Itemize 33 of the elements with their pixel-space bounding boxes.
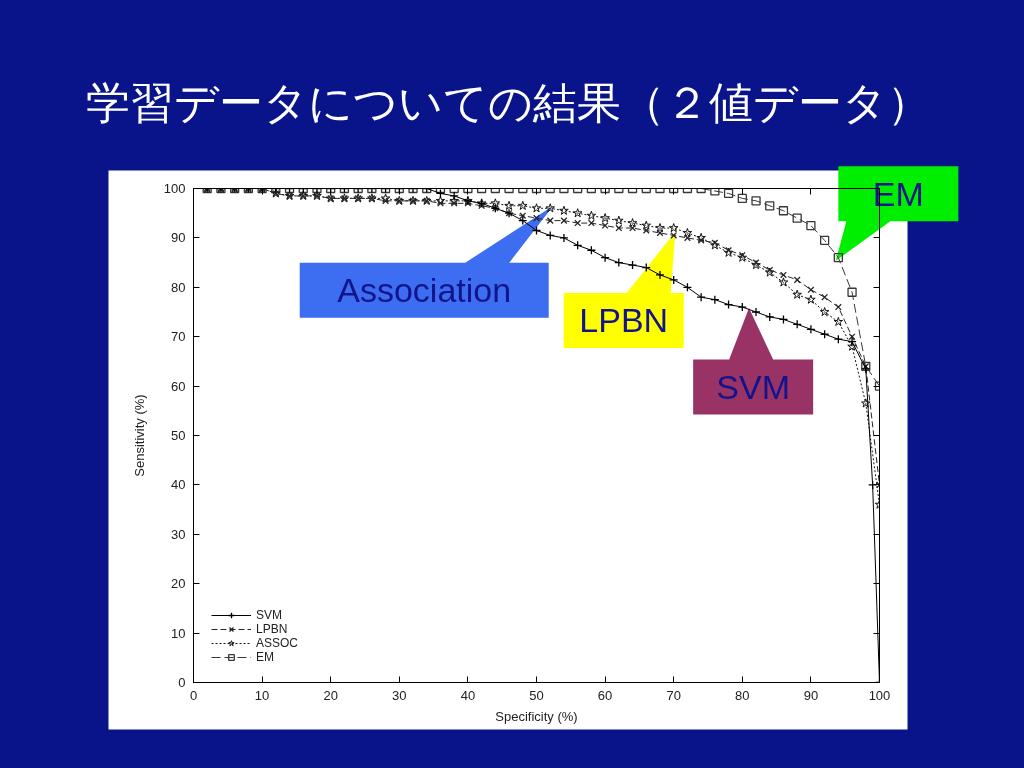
x-tick-label: 30 [392, 687, 407, 703]
x-tick-label: 90 [803, 687, 819, 703]
x-tick-label: 40 [460, 687, 476, 703]
legend-label: ASSOC [256, 636, 299, 650]
annotation: EM [872, 174, 924, 213]
y-axis-title: Sensitivity (%) [131, 394, 147, 477]
annotation: LPBN [579, 301, 669, 340]
legend-label: SVM [256, 608, 283, 622]
x-tick-label: 100 [868, 687, 891, 703]
y-tick-label: 70 [171, 329, 186, 345]
y-tick-label: 40 [171, 477, 186, 493]
x-tick-label: 10 [254, 687, 270, 703]
x-tick-label: 60 [597, 687, 613, 703]
chart-title: 学習データについての結果（２値データ） [85, 78, 931, 127]
x-tick-label: 70 [666, 687, 681, 703]
y-tick-label: 100 [163, 181, 186, 196]
annotation: SVM [716, 368, 791, 406]
x-tick-label: 20 [323, 687, 338, 703]
y-tick-label: 90 [171, 230, 186, 246]
legend-label: LPBN [256, 622, 288, 636]
legend-label: EM [256, 650, 275, 664]
annotation: Association [337, 271, 512, 310]
y-tick-label: 60 [171, 378, 186, 394]
x-axis-title: Specificity (%) [495, 708, 578, 724]
y-tick-label: 50 [171, 428, 186, 443]
y-tick-label: 20 [171, 576, 186, 592]
y-tick-label: 80 [171, 279, 186, 295]
y-tick-label: 10 [171, 625, 186, 641]
x-tick-label: 50 [529, 687, 544, 703]
y-tick-label: 0 [178, 675, 186, 690]
x-tick-label: 0 [189, 687, 198, 703]
y-tick-label: 30 [171, 526, 186, 542]
x-tick-label: 80 [735, 687, 750, 703]
